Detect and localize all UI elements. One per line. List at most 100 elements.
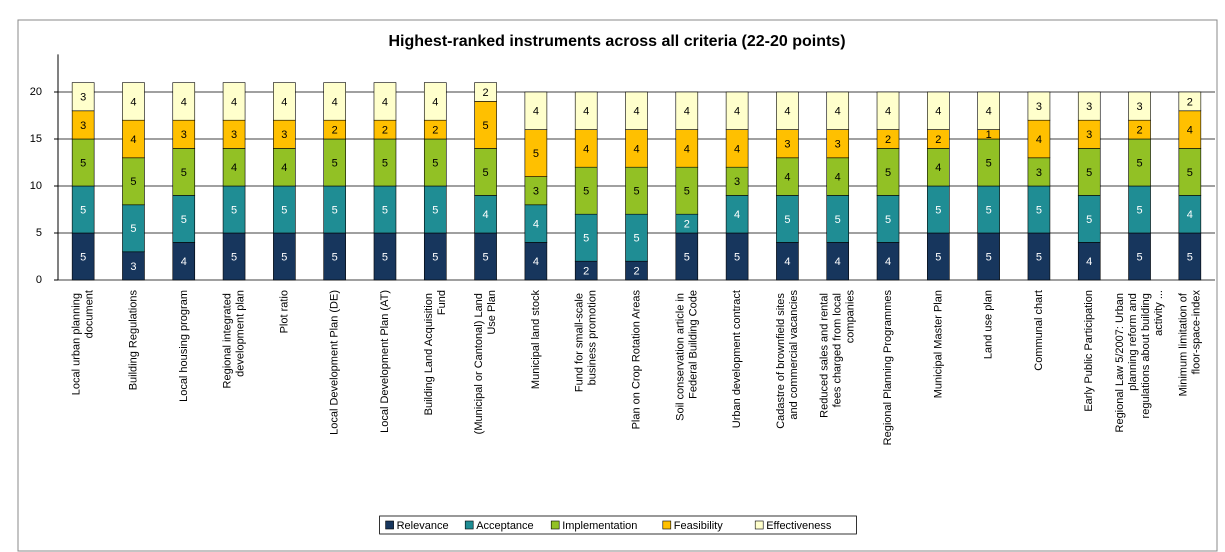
chart-frame <box>17 19 1218 552</box>
data-label: 4 <box>1187 125 1193 137</box>
data-label: 3 <box>80 92 86 104</box>
data-label: 5 <box>382 204 388 216</box>
data-label: 5 <box>382 157 388 169</box>
data-label: 4 <box>784 106 790 118</box>
data-label: 5 <box>784 214 790 226</box>
data-label: 5 <box>432 157 438 169</box>
data-label: 3 <box>1086 129 1092 141</box>
data-label: 3 <box>835 139 841 151</box>
data-label: 5 <box>986 251 992 263</box>
y-tick-label: 10 <box>30 180 42 192</box>
data-label: 5 <box>1036 251 1042 263</box>
x-tick-label: Building Regulations <box>127 290 139 391</box>
data-label: 5 <box>483 251 489 263</box>
data-label: 5 <box>1086 214 1092 226</box>
data-label: 5 <box>1136 204 1142 216</box>
data-label: 4 <box>885 256 891 268</box>
data-label: 3 <box>1036 101 1042 113</box>
data-label: 3 <box>734 176 740 188</box>
data-label: 2 <box>935 134 941 146</box>
data-label: 3 <box>1086 101 1092 113</box>
bar-segment <box>474 82 497 102</box>
data-label: 4 <box>633 106 639 118</box>
data-label: 3 <box>1036 167 1042 179</box>
data-label: 4 <box>130 96 136 108</box>
data-label: 4 <box>684 106 690 118</box>
data-label: 4 <box>332 96 338 108</box>
x-tick-label: Plan on Crop Rotation Areas <box>630 290 642 430</box>
data-label: 5 <box>281 204 287 216</box>
legend-swatch <box>550 520 560 530</box>
x-tick-label: Building Land Acquisition Fund <box>423 290 448 415</box>
data-label: 4 <box>483 209 489 221</box>
x-tick-label: Urban development contract <box>731 290 743 428</box>
bar-segment <box>574 91 598 130</box>
data-label: 3 <box>130 261 136 273</box>
data-label: 4 <box>533 219 539 231</box>
legend-label: Feasibility <box>674 520 723 532</box>
data-label: 4 <box>1187 209 1193 221</box>
data-label: 4 <box>281 96 287 108</box>
data-label: 2 <box>382 125 388 137</box>
data-label: 5 <box>684 251 690 263</box>
data-label: 4 <box>432 96 438 108</box>
data-label: 3 <box>80 120 86 132</box>
data-label: 4 <box>935 106 941 118</box>
data-label: 4 <box>885 106 891 118</box>
data-label: 2 <box>483 87 489 99</box>
data-label: 4 <box>533 106 539 118</box>
bar-segment <box>625 91 648 130</box>
bar-segment <box>1077 91 1101 121</box>
data-label: 4 <box>633 143 639 155</box>
data-label: 5 <box>633 233 639 245</box>
y-tick-label: 0 <box>36 274 42 286</box>
data-label: 4 <box>382 96 388 108</box>
x-tick-label: Plot ratio <box>278 290 290 333</box>
bar-segment <box>222 82 246 121</box>
data-label: 5 <box>332 251 338 263</box>
bar-segment <box>1027 91 1051 121</box>
chart-title: Highest-ranked instruments across all cr… <box>388 33 845 50</box>
x-tick-label: Reduced sales and rental fees charged fr… <box>819 290 857 418</box>
data-label: 2 <box>432 125 438 137</box>
data-label: 5 <box>483 120 489 132</box>
x-tick-label: Communal chart <box>1033 290 1045 371</box>
x-tick-label: Municipal land stock <box>530 290 542 390</box>
data-label: 2 <box>633 266 639 278</box>
data-label: 4 <box>734 106 740 118</box>
data-label: 5 <box>332 204 338 216</box>
data-label: 5 <box>1036 204 1042 216</box>
x-tick-label: Municipal Master Plan <box>932 290 944 398</box>
x-tick-label: (Municipal or Cantonal) Land Use Plan <box>473 290 498 434</box>
data-label: 4 <box>835 106 841 118</box>
bar-segment <box>323 82 346 121</box>
y-tick-label: 20 <box>30 86 42 98</box>
x-tick-label: Regional integrated development plan <box>221 290 246 388</box>
data-label: 5 <box>583 186 589 198</box>
data-label: 5 <box>935 204 941 216</box>
data-label: 4 <box>533 256 539 268</box>
data-label: 4 <box>583 106 589 118</box>
legend-label: Effectiveness <box>766 520 832 532</box>
data-label: 5 <box>986 157 992 169</box>
data-label: 2 <box>583 266 589 278</box>
x-tick-label: Local Development Plan (AT) <box>379 290 391 433</box>
data-label: 5 <box>181 167 187 179</box>
data-label: 5 <box>734 251 740 263</box>
data-label: 5 <box>583 233 589 245</box>
x-tick-label: Soil conservation article in Federal Bui… <box>674 290 699 421</box>
legend-swatch <box>464 520 474 530</box>
bar-segment <box>725 91 749 130</box>
x-tick-label: Local urban planning document <box>71 290 96 395</box>
data-label: 5 <box>130 176 136 188</box>
x-tick-label: Fund for small-scale business promotion <box>574 290 599 392</box>
bar-segment <box>524 91 548 130</box>
x-tick-label: Regional Law 5/2007: Urban planning refo… <box>1114 290 1165 432</box>
bar-segment <box>1178 91 1202 112</box>
data-label: 5 <box>1136 251 1142 263</box>
data-label: 5 <box>231 251 237 263</box>
x-tick-label: Early Public Participation <box>1083 290 1095 412</box>
data-label: 5 <box>986 204 992 216</box>
data-label: 3 <box>231 129 237 141</box>
data-label: 4 <box>181 96 187 108</box>
